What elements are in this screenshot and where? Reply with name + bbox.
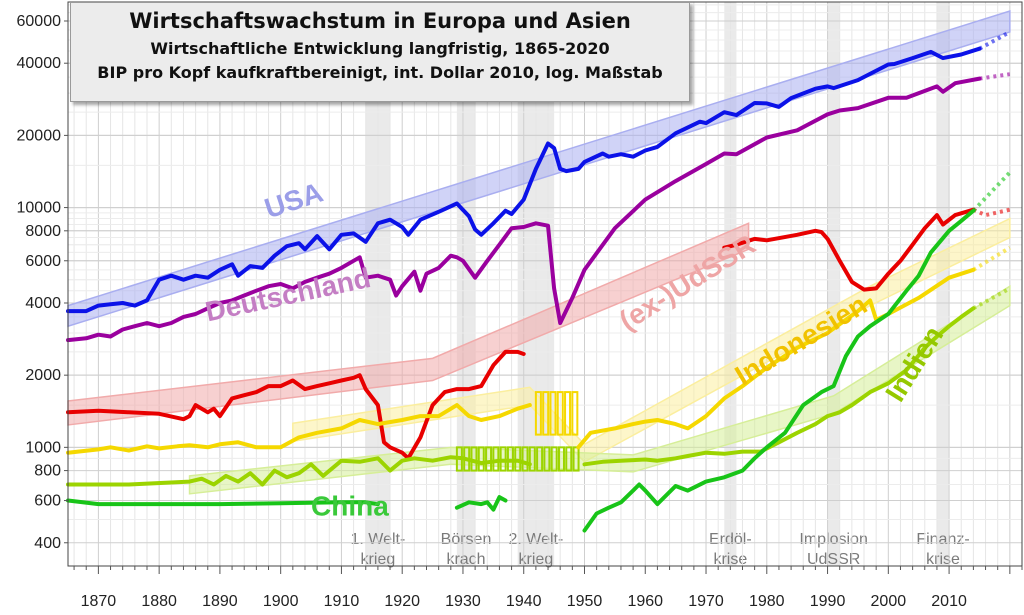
y-tick-label: 2000 [25, 367, 61, 384]
hatch-indonesia [534, 391, 542, 436]
x-tick-label: 1940 [506, 593, 542, 610]
hatch-india [521, 446, 529, 472]
projection-Indonesien [972, 245, 1011, 272]
x-tick-label: 2000 [871, 593, 907, 610]
hatch-india [536, 446, 544, 472]
grid [68, 2, 1023, 566]
line-(ex-)UdSSR [722, 207, 976, 292]
band-Indonesien [292, 217, 1011, 463]
x-tick-label: 1870 [81, 593, 117, 610]
event-band-1 [456, 2, 476, 566]
x-tick-label: 1890 [202, 593, 238, 610]
event-label-4: UdSSR [807, 551, 860, 568]
line-Indien [66, 455, 532, 487]
hatch-india [543, 446, 551, 472]
series-lines [66, 30, 1012, 533]
x-tick-label: 1960 [627, 593, 663, 610]
y-tick-label: 600 [34, 493, 61, 510]
y-tick-label: 1000 [25, 439, 61, 456]
x-tick-label: 1980 [749, 593, 785, 610]
hatch-india [572, 446, 580, 472]
event-label-1: krach [446, 551, 485, 568]
hatch-indonesia [564, 391, 572, 436]
chart-title: Wirtschaftswachstum in Europa und Asien [129, 9, 631, 33]
event-band-4 [827, 2, 840, 566]
y-tick-label: 60000 [17, 13, 62, 30]
y-tick-label: 6000 [25, 253, 61, 270]
hatch-indonesia [556, 391, 564, 436]
line-China [582, 208, 976, 533]
event-label-1: Börsen [441, 531, 492, 548]
line-Indonesien [66, 403, 532, 455]
projection-USA [978, 30, 1011, 51]
line-USA [66, 46, 982, 314]
y-tick-label: 10000 [17, 200, 62, 217]
x-tick-label: 1950 [567, 593, 603, 610]
hatch-indonesia [571, 391, 579, 436]
y-tick-label: 40000 [17, 55, 62, 72]
x-tick-label: 1930 [445, 593, 481, 610]
y-tick-label: 4000 [25, 295, 61, 312]
x-tick-label: 1900 [263, 593, 299, 610]
hatch-india [565, 446, 573, 472]
x-tick-label: 1880 [141, 593, 177, 610]
hatch-india [477, 446, 485, 472]
series-label-Indonesien: Indonesien [730, 289, 873, 392]
y-tick-label: 400 [34, 535, 61, 552]
line-Indien [582, 306, 976, 467]
chart-subtitle: Wirtschaftliche Entwicklung langfristig,… [150, 39, 610, 58]
projection-China [971, 171, 1012, 213]
x-tick-label: 1970 [688, 593, 724, 610]
y-tick-label: 800 [34, 463, 61, 480]
projection-(ex-)UdSSR [972, 207, 1011, 218]
hatch-indonesia [542, 391, 550, 436]
event-label-4: Implosion [799, 531, 867, 548]
x-tick-label: 1910 [324, 593, 360, 610]
axes: 1870 1880 1890 1900 1910 1920 1930 1940 1950 1960… [17, 1, 1023, 610]
hatch-indonesia [549, 391, 557, 436]
title-box: Wirtschaftswachstum in Europa und Asien … [70, 2, 690, 102]
y-tick-label: 8000 [25, 223, 61, 240]
event-label-5: Finanz- [916, 531, 969, 548]
hatch-india [550, 446, 558, 472]
hatch-india [528, 446, 536, 472]
projection-Deutschland [979, 72, 1011, 81]
x-tick-label: 2010 [931, 593, 967, 610]
event-label-5: krise [926, 551, 960, 568]
line-(ex-)UdSSR [66, 349, 526, 461]
x-tick-label: 1920 [384, 593, 420, 610]
y-tick-label: 20000 [17, 127, 62, 144]
line-China [66, 498, 380, 507]
hatch-india [485, 446, 493, 472]
line-Deutschland [66, 76, 982, 343]
chart-subtitle-2: BIP pro Kopf kaufkraftbereinigt, int. Do… [97, 63, 663, 82]
x-tick-label: 1990 [810, 593, 846, 610]
line-China [454, 495, 508, 512]
hatch-india [557, 446, 565, 472]
series-label-China: China [311, 490, 389, 521]
